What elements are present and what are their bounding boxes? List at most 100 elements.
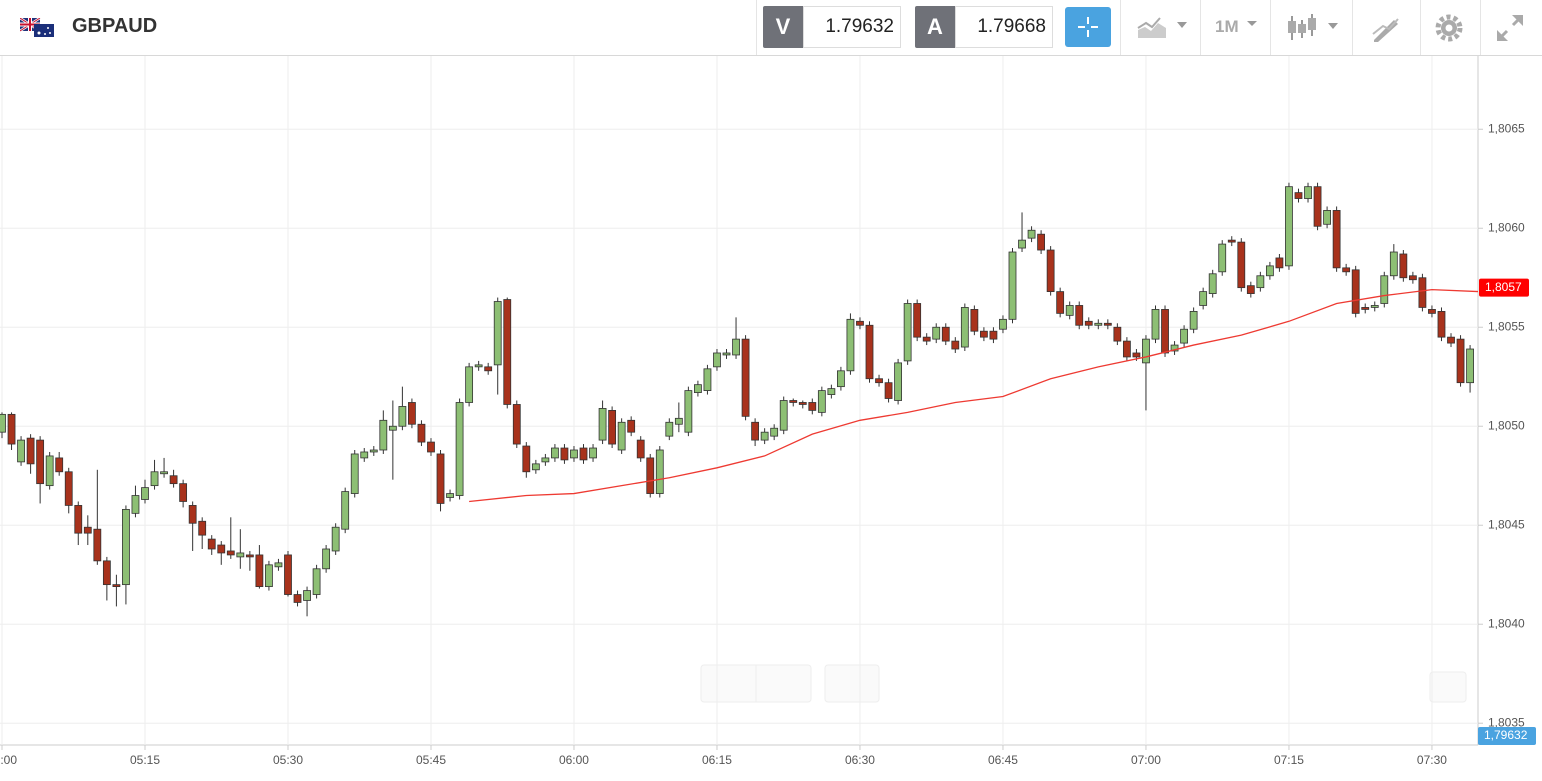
candle [922,333,931,346]
scroll-button[interactable] [1429,671,1467,703]
candle [760,428,769,445]
candle-body [36,439,45,485]
candle [1313,182,1322,231]
candle [1447,333,1455,348]
fullscreen-button[interactable] [1494,12,1526,44]
candle-body [150,471,159,487]
candle [74,501,83,546]
candle [369,446,378,456]
draw-tool-button[interactable] [1370,12,1402,44]
candle-body [1170,344,1179,352]
candle [1208,269,1217,298]
candle-body [122,508,130,586]
candle-body [1084,320,1093,326]
candle-body [789,400,798,403]
candle [1275,253,1284,272]
candle [1122,337,1131,361]
chart-type-button[interactable] [1135,14,1195,42]
candle [7,412,16,450]
candle-body [598,408,607,441]
candle-body [674,417,683,425]
candle [284,550,292,597]
candle-body [417,423,426,443]
candle [484,362,493,375]
candle [1304,182,1312,203]
candle-body [570,449,578,459]
candle-body [1275,257,1284,269]
candle-body [427,441,435,453]
candle [169,469,178,488]
candle [713,349,721,371]
candle-body [846,318,855,372]
candle [531,459,540,474]
candle [846,313,855,375]
candle-body [1380,275,1389,304]
candle [93,469,102,565]
candle [732,317,740,359]
candle-body [1189,311,1198,330]
candle [398,386,407,431]
candle [598,400,607,445]
candle [751,418,760,447]
candle [1103,319,1112,330]
candle-body [102,560,111,586]
candle [341,487,350,534]
candle [465,362,474,407]
candle [1199,287,1208,310]
bid-label[interactable]: V [763,6,803,48]
candle [951,337,960,353]
candle [627,416,636,437]
bid-price-label: 1,79632 [1484,728,1528,742]
y-tick-label: 1,8040 [1488,616,1525,630]
candle [551,444,559,462]
candle [1361,303,1370,314]
separator [1420,0,1421,55]
candle-body [331,526,340,552]
candle-body [703,368,712,392]
candle [665,418,674,441]
candle-body [551,447,559,459]
candle [474,360,483,371]
symbol: GBPAUD [72,15,158,37]
reset-button[interactable] [824,664,880,703]
candle [350,449,359,498]
candle-body [388,425,397,431]
candle-body [1161,309,1169,354]
x-tick-label: 05:15 [130,753,160,767]
candle [570,446,578,462]
candle [455,398,464,500]
ask-label[interactable]: A [915,6,955,48]
candle [875,374,883,387]
x-tick-label: 07:00 [1131,753,1161,767]
crosshair-button[interactable] [1065,7,1111,47]
candle [17,436,25,466]
candle [245,550,254,571]
candle-body [827,388,836,395]
bid-price[interactable]: 1.79632 [803,6,901,48]
candle-body [1237,241,1246,289]
candle-body [1218,243,1227,273]
candle-body [1180,328,1188,344]
settings-button[interactable] [1433,12,1465,44]
moving-average-line [469,288,1478,503]
candle [1408,271,1417,284]
candle [608,406,617,449]
candle-body [646,457,655,494]
timeframe[interactable]: 1M [1215,17,1239,36]
candle [188,501,197,551]
candle [894,358,903,405]
candle-body [1113,326,1122,342]
candle-body [1408,275,1417,281]
ask-price[interactable]: 1.79668 [955,6,1053,48]
nav-buttons [700,664,1467,703]
x-tick-label: 06:15 [702,753,732,767]
candle-body [922,336,931,342]
candle [1323,206,1331,229]
candle-body [779,400,788,431]
candle-style-button[interactable] [1285,12,1345,44]
candle-body [837,370,845,388]
candle-body [303,590,311,601]
candle [837,366,845,391]
candle-body [1323,210,1331,225]
